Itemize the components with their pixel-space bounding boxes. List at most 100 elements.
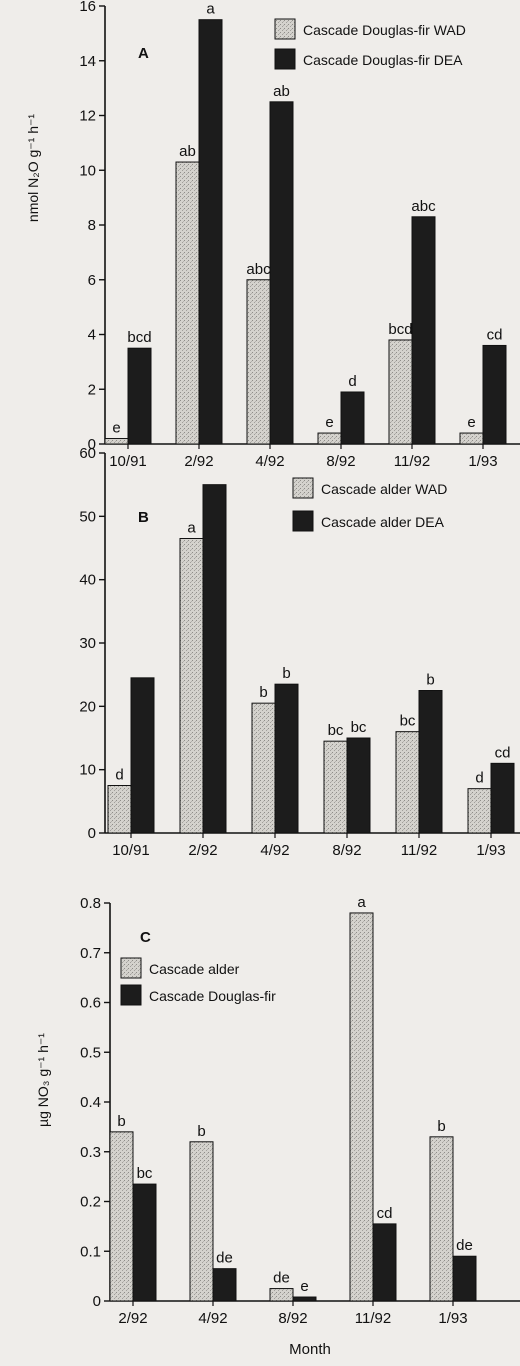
panel-b-bar-light: [323, 740, 348, 834]
panel-a-bar-dark-label: d: [348, 373, 356, 390]
panel-c-x-tick-label: 2/92: [118, 1310, 147, 1327]
panel-c-legend-swatch: [120, 957, 142, 979]
panel-a-bar-dark-label: ab: [273, 83, 290, 100]
panel-c-bar-light-label: de: [273, 1270, 290, 1287]
panel-c-bar-light: [349, 912, 374, 1302]
panel-a-bar-light: [317, 432, 342, 445]
panel-c-y-tick-label: 0.3: [80, 1144, 101, 1161]
panel-a-bar-dark-label: cd: [487, 326, 503, 343]
panel-b-legend-swatch: [292, 510, 314, 532]
panel-c-bar-light: [109, 1131, 134, 1302]
panel-a-bar-light-label: e: [467, 414, 475, 431]
panel-a-x-tick-label: 1/93: [468, 453, 497, 470]
panel-c-y-tick-label: 0: [93, 1293, 101, 1310]
panel-b-y-tick-label: 40: [79, 572, 96, 589]
panel-c-bar-light-label: b: [197, 1123, 205, 1140]
panel-a: A 0 2 4 6 8 10 12 14 16 e bcd 10/91 ab a 2/92 abc ab 4/92…: [79, 0, 520, 470]
panel-c-y-tick-label: 0.5: [80, 1044, 101, 1061]
panel-a-bar-dark-label: abc: [411, 198, 436, 215]
panel-a-y-tick-label: 6: [88, 272, 96, 289]
panel-c-bar-dark-label: e: [300, 1278, 308, 1295]
panel-a-bar-light: [388, 339, 413, 445]
panel-c-bar-light: [189, 1141, 214, 1302]
panel-c-y-tick-label: 0.1: [80, 1243, 101, 1260]
panel-c-bar-dark-label: cd: [377, 1205, 393, 1222]
panel-b-bar-light: [251, 702, 276, 834]
panel-a-x-tick-label: 10/91: [109, 453, 147, 470]
panel-c-bar-light-label: b: [117, 1113, 125, 1130]
panel-c-y-axis-label: µg NO₃ g⁻¹ h⁻¹: [35, 1033, 51, 1127]
x-axis-label: Month: [289, 1341, 331, 1358]
panel-c-bar-dark: [372, 1223, 397, 1302]
panel-a-letter: A: [138, 45, 149, 62]
panel-a-bar-dark: [269, 101, 294, 445]
panel-b-bar-dark: [274, 683, 299, 834]
panel-b-y-tick-label: 60: [79, 445, 96, 462]
panel-a-bar-light-label: abc: [246, 261, 271, 278]
panel-b-bar-dark: [346, 737, 371, 834]
panel-a-bar-light: [104, 438, 129, 445]
panel-b-bar-dark: [130, 677, 155, 834]
panel-b-x-tick-label: 11/92: [401, 842, 437, 859]
panel-b-bar-light-label: d: [115, 767, 123, 784]
panel-c-bar-dark-label: bc: [137, 1165, 153, 1182]
panel-b-bar-dark-label: b: [426, 672, 434, 689]
panel-c-x-tick-label: 8/92: [278, 1310, 307, 1327]
panel-b-x-tick-label: 8/92: [332, 842, 361, 859]
panel-c-x-tick-label: 4/92: [198, 1310, 227, 1327]
panel-b-x-tick-label: 2/92: [188, 842, 217, 859]
panel-a-bar-dark: [482, 344, 507, 445]
panel-a-bar-dark-label: bcd: [127, 329, 151, 346]
panel-b-bar-light: [467, 788, 492, 834]
panel-a-bar-light: [459, 432, 484, 445]
panel-b-y-tick-label: 30: [79, 635, 96, 652]
panel-a-bar-light-label: e: [112, 420, 120, 437]
panel-b-bar-dark-label: b: [282, 665, 290, 682]
panel-c-bar-dark-label: de: [456, 1237, 473, 1254]
panel-b-legend-label: Cascade alder WAD: [321, 481, 447, 497]
panel-b-y-tick-label: 50: [79, 508, 96, 525]
panel-b-bar-light-label: b: [259, 684, 267, 701]
panel-c-x-tick-label: 11/92: [355, 1310, 391, 1327]
panel-b-bar-dark: [490, 762, 515, 834]
panel-a-y-tick-label: 4: [88, 327, 96, 344]
panel-a-y-tick-label: 8: [88, 217, 96, 234]
panel-c-y-tick-label: 0.7: [80, 945, 101, 962]
panel-c-legend-label: Cascade alder: [149, 961, 240, 977]
panel-b-bar-light: [395, 731, 420, 834]
panel-a-legend-label: Cascade Douglas-fir DEA: [303, 52, 463, 68]
panel-b-x-tick-label: 1/93: [476, 842, 505, 859]
panel-a-legend-swatch: [274, 18, 296, 40]
panel-b-bar-light-label: d: [475, 770, 483, 787]
panel-a-bar-light-label: ab: [179, 143, 196, 160]
panel-a-bar-dark: [198, 19, 223, 445]
panel-a-legend-swatch: [274, 48, 296, 70]
panel-a-x-tick-label: 8/92: [326, 453, 355, 470]
panel-a-bar-dark: [340, 391, 365, 445]
panel-b-legend-swatch: [292, 477, 314, 499]
panel-a-y-tick-label: 16: [79, 0, 96, 15]
panel-a-y-tick-label: 14: [79, 53, 96, 70]
panel-a-x-tick-label: 2/92: [184, 453, 213, 470]
panel-c-bar-dark: [132, 1183, 157, 1302]
panel-c-bar-dark: [212, 1268, 237, 1302]
panel-c-legend-swatch: [120, 984, 142, 1006]
panel-b-bar-light-label: a: [187, 520, 196, 537]
panel-a-y-axis-label: nmol N₂O g⁻¹ h⁻¹: [25, 114, 41, 222]
panel-a-y-tick-label: 10: [79, 162, 96, 179]
panel-c-x-tick-label: 1/93: [438, 1310, 467, 1327]
panel-c-bar-light-label: a: [357, 894, 366, 911]
panel-a-y-tick-label: 0: [88, 436, 96, 453]
panel-c-y-tick-label: 0.8: [80, 895, 101, 912]
panel-a-bar-light: [175, 161, 200, 445]
panel-b-bar-light-label: bc: [400, 713, 416, 730]
panel-a-legend-label: Cascade Douglas-fir WAD: [303, 22, 466, 38]
panel-c-legend-label: Cascade Douglas-fir: [149, 988, 276, 1004]
panel-b-y-tick-label: 10: [79, 762, 96, 779]
panel-c-bar-light: [269, 1288, 294, 1302]
panel-b-legend-label: Cascade alder DEA: [321, 514, 445, 530]
panel-c-bar-dark-label: de: [216, 1250, 233, 1267]
panel-c-y-tick-label: 0.2: [80, 1194, 101, 1211]
panel-c-letter: C: [140, 929, 151, 946]
